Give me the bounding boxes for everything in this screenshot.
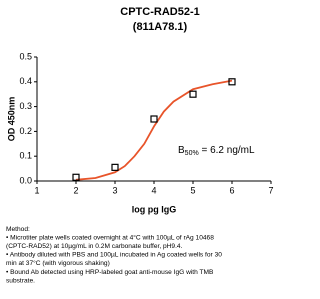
method-note: (CPTC-RAD52) at 10µg/mL in 0.2M carbonat… — [6, 243, 183, 250]
method-note: • Microtiter plate wells coated overnigh… — [6, 233, 214, 241]
x-tick-label: 1 — [34, 185, 39, 195]
y-tick-label: 0.3 — [19, 101, 32, 111]
method-note: • Bound Ab detected using HRP-labeled go… — [6, 269, 214, 276]
y-tick-label: 0.5 — [19, 51, 32, 61]
x-tick-label: 4 — [151, 185, 156, 195]
y-tick-label: 0.2 — [19, 126, 32, 136]
annotation-base: B — [178, 145, 185, 156]
x-tick-label: 7 — [268, 185, 273, 195]
data-point — [111, 163, 119, 171]
annotation: B50% = 6.2 ng/mL — [178, 145, 255, 157]
data-point — [189, 90, 197, 98]
annotation-rest: = 6.2 ng/mL — [199, 145, 255, 156]
fit-curve — [75, 79, 233, 181]
x-tick-label: 3 — [112, 185, 117, 195]
x-tick-label: 6 — [229, 185, 234, 195]
x-tick-label: 5 — [190, 185, 195, 195]
method-note: • Antibody diluted with PBS and 100µL in… — [6, 252, 222, 259]
y-tick-label: 0.0 — [19, 175, 32, 185]
y-tick-label: 0.1 — [19, 151, 32, 161]
annotation-sub: 50% — [185, 150, 199, 157]
x-tick-label: 2 — [73, 185, 78, 195]
method-note: Method: — [6, 226, 30, 233]
x-axis-label: log pg IgG — [132, 204, 177, 214]
y-axis-label: OD 450nm — [6, 97, 16, 142]
chart-subtitle: (811A78.1) — [133, 21, 188, 33]
method-note: substrate. — [6, 277, 35, 284]
chart: CPTC-RAD52-1 (811A78.1) OD 450nm log pg … — [6, 6, 274, 284]
data-point — [150, 115, 158, 123]
method-note: min at 37°C (with vigorous shaking) — [6, 259, 110, 267]
chart-title: CPTC-RAD52-1 — [120, 6, 199, 18]
data-point — [228, 78, 236, 86]
y-tick-label: 0.4 — [19, 76, 32, 86]
data-point — [72, 173, 80, 181]
